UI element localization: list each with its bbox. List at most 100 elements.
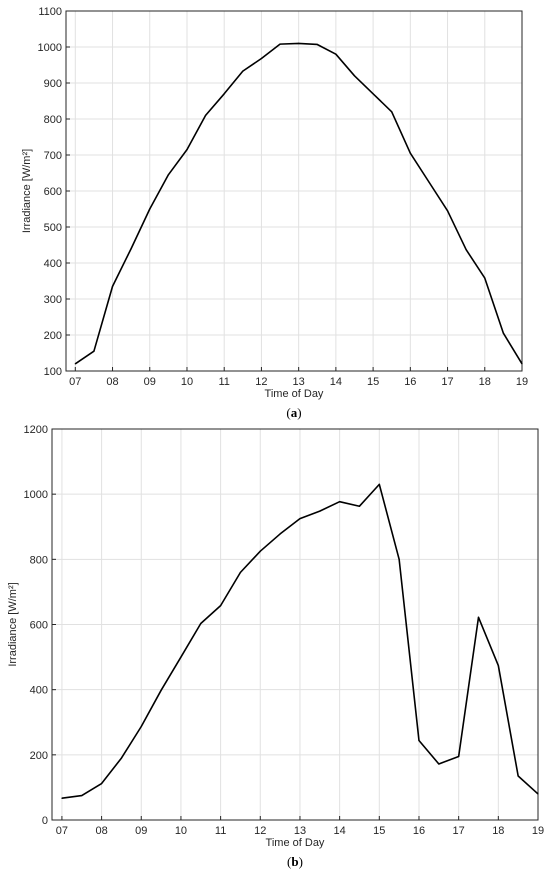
x-tick-label: 09 [144, 376, 156, 388]
x-tick-label: 09 [135, 825, 147, 837]
x-tick-label: 17 [453, 825, 465, 837]
y-tick-label: 800 [30, 554, 48, 566]
data-point [167, 174, 169, 176]
data-point [160, 689, 162, 691]
data-point [409, 152, 411, 154]
data-point [130, 248, 132, 250]
x-tick-label: 10 [181, 376, 193, 388]
data-point [81, 794, 83, 797]
data-point [74, 363, 76, 365]
x-tick-label: 18 [479, 376, 491, 388]
data-point [200, 622, 202, 625]
data-point [93, 350, 95, 352]
x-tick-label: 08 [95, 825, 107, 837]
data-point [438, 763, 440, 765]
data-point [446, 210, 449, 212]
data-point [140, 725, 142, 728]
x-tick-label: 11 [215, 825, 226, 837]
data-point [358, 505, 361, 507]
data-point [391, 111, 393, 113]
data-point [316, 43, 318, 46]
y-tick-label: 100 [44, 366, 62, 378]
x-tick-label: 07 [69, 376, 81, 388]
x-axis-label: Time of Day [266, 837, 325, 849]
data-point [465, 249, 467, 251]
x-tick-label: 13 [294, 825, 306, 837]
data-point [458, 755, 460, 758]
subfigure-caption: (a) [286, 405, 301, 420]
x-tick-label: 19 [532, 825, 544, 837]
data-point [186, 149, 188, 151]
data-point [517, 775, 519, 777]
y-axis-label: Irradiance [W/m²] [7, 582, 19, 666]
x-tick-label: 15 [373, 825, 385, 837]
data-point [372, 93, 374, 95]
data-point [204, 114, 207, 116]
data-point [259, 550, 261, 552]
data-point [220, 605, 222, 607]
y-tick-label: 1200 [24, 424, 48, 436]
x-tick-label: 10 [175, 825, 187, 837]
x-tick-label: 13 [293, 376, 305, 388]
chart-a: 07 08 09 10 11 12 13 14 15 16 17 18 19 100 200 300 400 50… [21, 6, 528, 420]
x-tick-label: 11 [218, 376, 229, 388]
data-point [484, 277, 486, 279]
x-tick-label: 19 [516, 376, 528, 388]
x-tick-label: 08 [106, 376, 118, 388]
data-point [339, 501, 341, 503]
data-point [378, 483, 380, 485]
y-tick-label: 700 [44, 150, 62, 162]
data-point [319, 510, 321, 512]
data-point [120, 757, 123, 759]
y-tick-label: 900 [44, 78, 62, 90]
plot-border [65, 10, 523, 372]
data-point [299, 518, 301, 520]
x-tick-label: 14 [330, 376, 342, 388]
x-tick-label: 17 [441, 376, 453, 388]
data-point [537, 793, 539, 795]
y-tick-label: 500 [44, 222, 62, 234]
data-point [100, 782, 103, 785]
x-tick-label: 14 [334, 825, 346, 837]
y-tick-label: 400 [30, 685, 48, 697]
data-point [111, 285, 114, 287]
data-point [335, 53, 337, 55]
y-tick-label: 1000 [24, 489, 48, 501]
data-point [61, 797, 63, 799]
y-tick-label: 0 [42, 815, 48, 827]
data-point [239, 571, 242, 573]
y-tick-label: 200 [30, 750, 48, 762]
caption-letter: a [291, 405, 298, 420]
y-tick-label: 200 [44, 330, 62, 342]
data-point [497, 664, 499, 667]
y-tick-label: 800 [44, 114, 62, 126]
data-point [353, 75, 356, 77]
data-point [298, 42, 300, 45]
data-point [418, 739, 420, 742]
y-tick-label: 1000 [38, 42, 62, 54]
y-tick-label: 600 [44, 186, 62, 198]
data-point [521, 363, 523, 365]
x-tick-label: 12 [255, 376, 267, 388]
subfigure-caption: (b) [287, 854, 303, 869]
data-point [260, 57, 263, 60]
chart-b: 07 08 09 10 11 12 13 14 15 16 17 18 19 0 200 400 600 800 1… [7, 424, 544, 869]
x-tick-label: 12 [254, 825, 266, 837]
y-axis-label: Irradiance [W/m²] [21, 149, 33, 233]
data-point [279, 43, 281, 45]
data-point [149, 208, 151, 210]
data-point [398, 558, 400, 560]
x-tick-label: 16 [413, 825, 425, 837]
y-tick-label: 1100 [38, 6, 62, 18]
x-tick-label: 18 [492, 825, 504, 837]
data-point [223, 93, 225, 95]
plot-border [51, 428, 539, 821]
x-axis-label: Time of Day [265, 388, 324, 400]
caption-letter: b [291, 854, 298, 869]
y-tick-label: 600 [30, 620, 48, 632]
data-point [502, 332, 504, 334]
y-tick-label: 400 [44, 258, 62, 270]
y-tick-label: 300 [44, 294, 62, 306]
x-tick-label: 15 [367, 376, 379, 388]
